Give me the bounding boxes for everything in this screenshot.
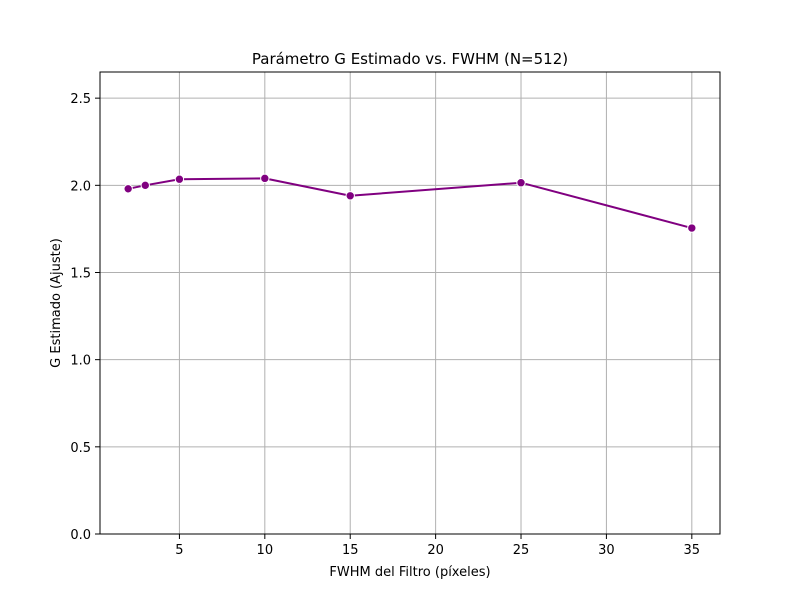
- data-point: [345, 191, 355, 201]
- x-tick-label: 35: [684, 543, 701, 558]
- y-tick-label: 0.0: [70, 528, 91, 543]
- y-tick-label: 0.5: [70, 441, 91, 456]
- x-tick-label: 25: [513, 543, 530, 558]
- y-tick-label: 2.5: [70, 92, 91, 107]
- grid: [100, 72, 720, 535]
- series-layer: [123, 173, 697, 233]
- x-tick-label: 20: [427, 543, 444, 558]
- x-axis-label: FWHM del Filtro (píxeles): [329, 565, 490, 580]
- data-point: [516, 178, 526, 188]
- data-point: [687, 223, 697, 233]
- y-tick-label: 2.0: [70, 179, 91, 194]
- y-tick-label: 1.5: [70, 266, 91, 281]
- x-tick-label: 10: [257, 543, 274, 558]
- plot-frame: [99, 71, 721, 535]
- y-axis-label: G Estimado (Ajuste): [49, 238, 64, 368]
- data-point: [140, 180, 150, 191]
- axis-ticks: 5 10 15 20 25 30 35 0.0 0.5 1.0 1.5 2.0 2.5: [70, 92, 700, 558]
- x-tick-label: 15: [342, 543, 359, 558]
- x-tick-label: 5: [175, 543, 183, 558]
- chart-title: Parámetro G Estimado vs. FWHM (N=512): [252, 50, 568, 68]
- data-point: [123, 184, 133, 194]
- data-point: [174, 174, 185, 184]
- data-point: [260, 173, 270, 184]
- x-tick-label: 30: [598, 543, 615, 558]
- y-tick-label: 1.0: [70, 354, 91, 369]
